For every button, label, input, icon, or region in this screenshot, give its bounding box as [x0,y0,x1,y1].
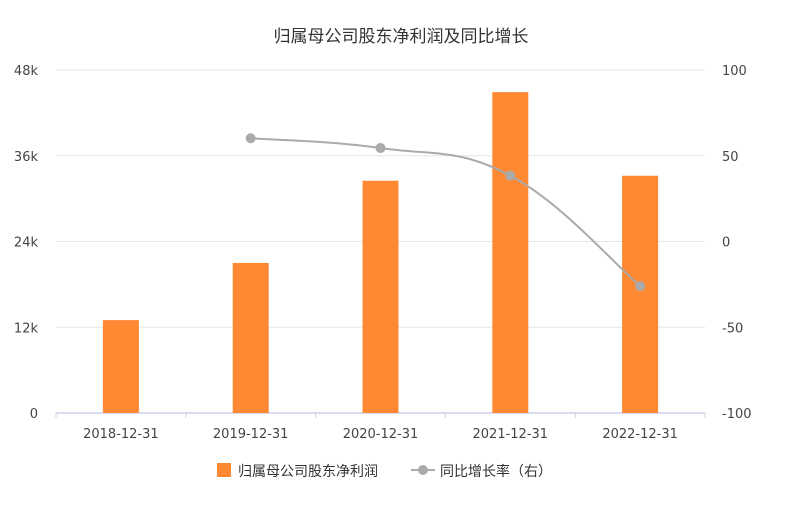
growth-point-2021-12-31 [505,170,516,181]
legend: 归属母公司股东净利润 同比增长率（右） [217,463,552,480]
bar-2021-12-31 [492,92,529,413]
right-tick-label: 0 [722,236,730,251]
x-tick-label: 2018-12-31 [83,427,159,442]
bar-2019-12-31 [232,262,269,413]
left-tick-label: 24k [14,236,39,251]
right-tick-label: -100 [722,407,752,422]
left-tick-label: 12k [14,321,39,336]
growth-point-2020-12-31 [375,143,386,154]
bar-2018-12-31 [102,320,139,413]
left-tick-label: 0 [30,407,38,422]
left-tick-label: 48k [14,64,39,79]
right-tick-label: 50 [722,150,739,165]
growth-point-2019-12-31 [245,133,256,144]
legend-swatch-bar [217,463,231,477]
x-tick-label: 2019-12-31 [213,427,289,442]
x-tick-label: 2020-12-31 [343,427,419,442]
legend-label-line[interactable]: 同比增长率（右） [440,463,552,480]
left-tick-label: 36k [14,150,39,165]
bar-2020-12-31 [362,180,399,413]
growth-point-2022-12-31 [635,281,646,292]
right-tick-label: 100 [722,64,747,79]
growth-line [250,137,641,287]
x-tick-label: 2022-12-31 [602,427,678,442]
bar-2022-12-31 [622,175,659,413]
chart-title: 归属母公司股东净利润及同比增长 [274,27,529,47]
right-tick-label: -50 [722,321,743,336]
x-tick-label: 2021-12-31 [473,427,549,442]
legend-swatch-dot [418,465,428,475]
legend-label-bar[interactable]: 归属母公司股东净利润 [238,463,378,480]
